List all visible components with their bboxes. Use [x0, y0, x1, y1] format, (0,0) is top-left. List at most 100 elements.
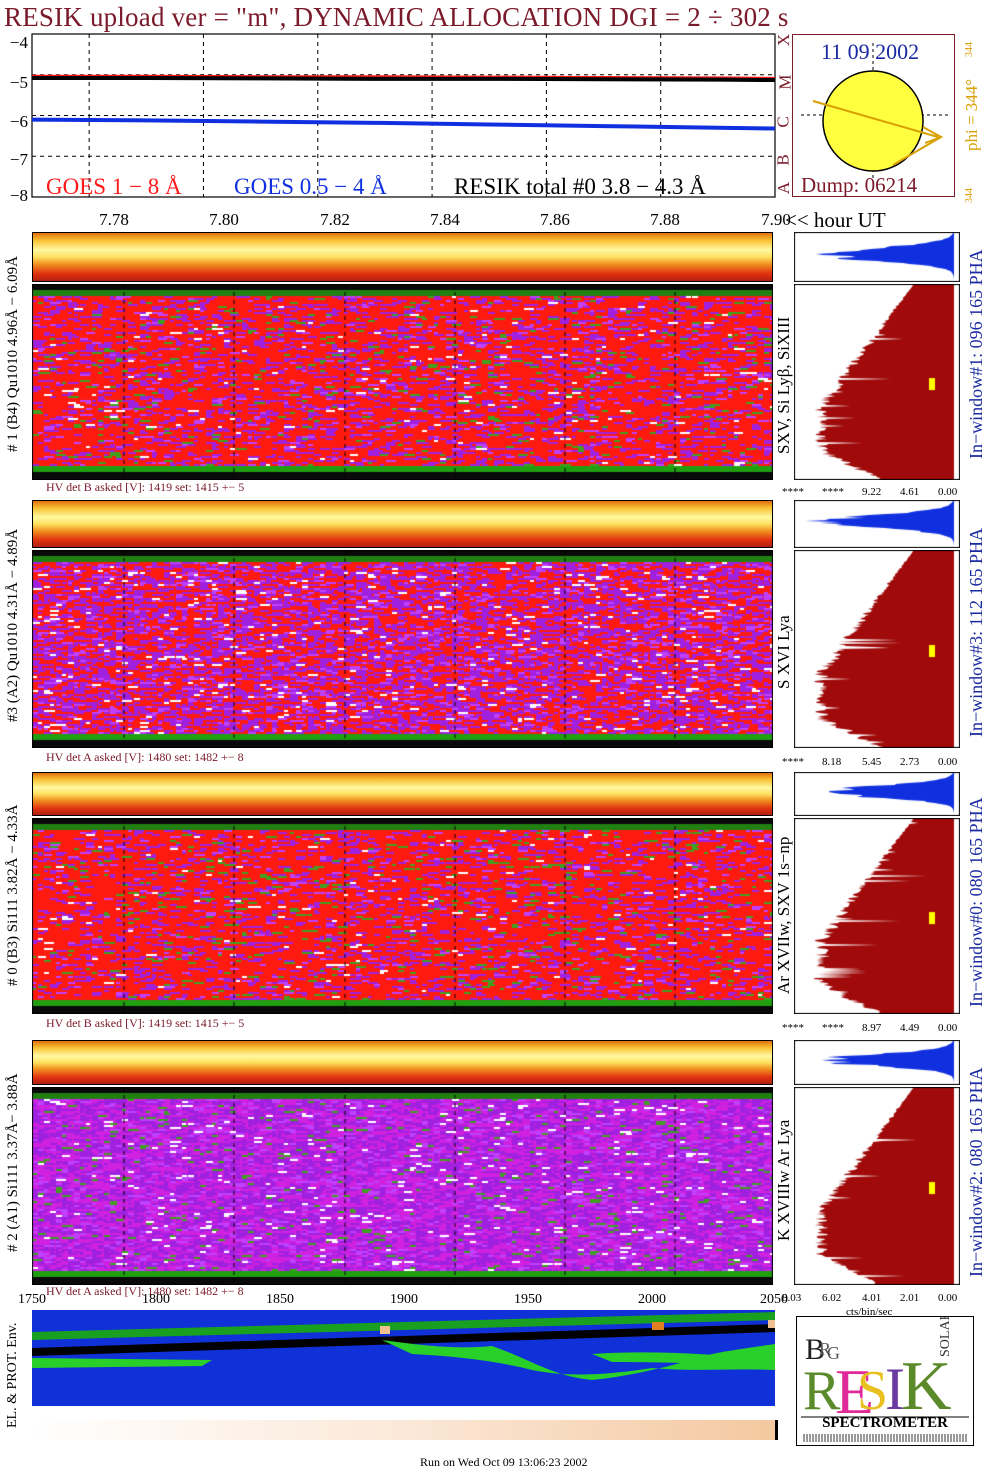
- logo-caption: SPECTROMETER: [822, 1415, 948, 1431]
- hour-tick-2: 7.82: [320, 210, 350, 229]
- pha-tick-0-3: 4.61: [900, 486, 920, 498]
- detector-label-3: #3 (A2) Qu1010 4.31Å − 4.89Å: [5, 528, 21, 722]
- detector-spectrogram-1: [32, 550, 773, 748]
- pha-histogram-small-3: [794, 1040, 960, 1085]
- env-green-region: [382, 1340, 775, 1380]
- sun-disk-icon: [801, 43, 948, 185]
- detector-label-2: # 2 (A1) Si111 3.37Å− 3.88Å: [5, 1073, 21, 1252]
- detector-label-0: # 0 (B3) Si111 3.82Å − 4.33Å: [5, 804, 21, 987]
- pha-tick-2-0: ****: [782, 1022, 804, 1034]
- environment-gradient-bar: [32, 1420, 778, 1440]
- environment-chart: [32, 1312, 775, 1380]
- goes-y-tick-2: −6: [9, 112, 28, 131]
- svg-text:K: K: [901, 1348, 952, 1425]
- goes-y-tick-0: −4: [9, 33, 28, 52]
- run-timestamp: Run on Wed Oct 09 13:06:23 2002: [420, 1455, 588, 1469]
- env-black-band: [32, 1324, 775, 1356]
- svg-text:R: R: [819, 1339, 831, 1359]
- detector-label-1: # 1 (B4) Qu1010 4.96Å − 6.09Å: [5, 256, 21, 453]
- pha-tick-1-1: 8.18: [822, 756, 842, 768]
- phi-angle-label: phi = 344°: [962, 78, 981, 152]
- svg-text:S: S: [857, 1360, 888, 1422]
- detector-spectrogram-0: [32, 284, 773, 480]
- hour-tick-6: 7.90: [761, 210, 791, 229]
- hour-tick-5: 7.88: [650, 210, 680, 229]
- hour-axis-unit: << hour UT: [785, 208, 886, 232]
- goes-lightcurve-panel: [31, 33, 776, 198]
- pha-tick-2-1: ****: [822, 1022, 844, 1034]
- pha-tick-0-1: ****: [822, 486, 844, 498]
- hour-tick-0: 7.78: [99, 210, 129, 229]
- goes-legend-resik: RESIK total #0 3.8 − 4.3 Å: [454, 174, 706, 199]
- sun-date: 11 09 2002: [821, 39, 920, 64]
- channel-tick-4: 1950: [514, 1292, 542, 1307]
- env-marker-2: [768, 1320, 775, 1328]
- pha-histogram-small-2: [794, 772, 960, 816]
- pha-tick-1-4: 0.00: [938, 756, 958, 768]
- hour-tick-3: 7.84: [430, 210, 460, 229]
- svg-text:E: E: [835, 1356, 874, 1427]
- pha-histogram-1: [794, 550, 960, 748]
- window-label-3: In−window#3: 112 165 PHA: [966, 528, 986, 737]
- goes-series-1: [31, 117, 776, 131]
- env-green-strip: [32, 1358, 212, 1368]
- channel-tick-3: 1900: [390, 1292, 418, 1307]
- channel-tick-0: 1750: [18, 1292, 46, 1307]
- env-green-strip-2: [592, 1352, 775, 1366]
- pha-tick-1-0: ****: [782, 756, 804, 768]
- resik-logo-icon: B R G R E S I K SOLAR: [799, 1317, 971, 1443]
- pha-tick-1-3: 2.73: [900, 756, 920, 768]
- sun-position-panel: 11 09 2002 Dump: 06214: [792, 34, 955, 197]
- phi-small-bottom: 344: [964, 188, 975, 203]
- detector-strip-3: [32, 1040, 773, 1085]
- pha-tick-3-2: 4.01: [862, 1292, 882, 1304]
- environment-label: EL. & PROT. Env.: [5, 1322, 20, 1428]
- environment-panel: [32, 1310, 775, 1406]
- channel-tick-5: 2000: [638, 1292, 666, 1307]
- pha-histogram-3: [794, 1087, 960, 1285]
- env-marker-1: [652, 1322, 664, 1330]
- hv-label-3: HV det A asked [V]: 1480 set: 1482 +− 8: [46, 750, 244, 764]
- logo-fine-print: [803, 1434, 967, 1442]
- lines-label-3: S XVI Lya: [774, 615, 793, 690]
- detector-spectrogram-2: [32, 818, 773, 1014]
- goes-y-tick-1: −5: [9, 73, 28, 92]
- detector-strip-0: [32, 232, 773, 282]
- hv-label-2: HV det A asked [V]: 1480 set: 1482 +− 8: [46, 1284, 244, 1298]
- pha-tick-3-3: 2.01: [900, 1292, 920, 1304]
- phi-small-top: 344: [964, 42, 975, 57]
- pha-histogram-0: [794, 284, 960, 480]
- lines-label-0: Ar XVIIw, SXV 1s−np: [774, 836, 793, 994]
- hv-label-1: HV det B asked [V]: 1419 set: 1415 +− 5: [46, 480, 245, 494]
- window-label-0: In−window#0: 080 165 PHA: [966, 797, 986, 1008]
- pha-histogram-small-0: [794, 232, 960, 282]
- pha-histogram-2: [794, 818, 960, 1014]
- goes-legend-05-4: GOES 0.5 − 4 Å: [234, 174, 387, 199]
- pha-tick-2-2: 8.97: [862, 1022, 882, 1034]
- channel-tick-6: 2050: [760, 1292, 788, 1307]
- goes-lightcurve-chart: [31, 33, 776, 198]
- channel-tick-2: 1850: [266, 1292, 294, 1307]
- goes-legend-1-8: GOES 1 − 8 Å: [46, 174, 182, 199]
- detector-strip-2: [32, 772, 773, 816]
- svg-text:SOLAR: SOLAR: [938, 1317, 953, 1357]
- pha-tick-1-2: 5.45: [862, 756, 882, 768]
- pha-tick-2-3: 4.49: [900, 1022, 920, 1034]
- goes-y-tick-4: −8: [9, 186, 28, 205]
- pha-unit: cts/bin/sec: [846, 1306, 893, 1318]
- pha-tick-3-4: 0.00: [938, 1292, 958, 1304]
- pha-tick-3-0: 8.03: [782, 1292, 802, 1304]
- goes-y-tick-3: −7: [9, 150, 28, 169]
- hv-label-0: HV det B asked [V]: 1419 set: 1415 +− 5: [46, 1016, 245, 1030]
- pha-tick-3-1: 6.02: [822, 1292, 842, 1304]
- pha-tick-0-4: 0.00: [938, 486, 958, 498]
- window-label-2: In−window#2: 080 165 PHA: [966, 1067, 986, 1278]
- resik-logo: B R G R E S I K SOLAR SPECTROMETER: [796, 1316, 974, 1446]
- flare-class-c: C: [773, 116, 793, 128]
- lines-label-2: K XVIIIw Ar Lya: [774, 1119, 793, 1241]
- hour-tick-1: 7.80: [209, 210, 239, 229]
- env-green-band: [32, 1312, 775, 1340]
- pha-tick-0-2: 9.22: [862, 486, 882, 498]
- lines-label-1: SXV, Si Lyβ, SiXIII: [774, 316, 793, 454]
- pha-tick-2-4: 0.00: [938, 1022, 958, 1034]
